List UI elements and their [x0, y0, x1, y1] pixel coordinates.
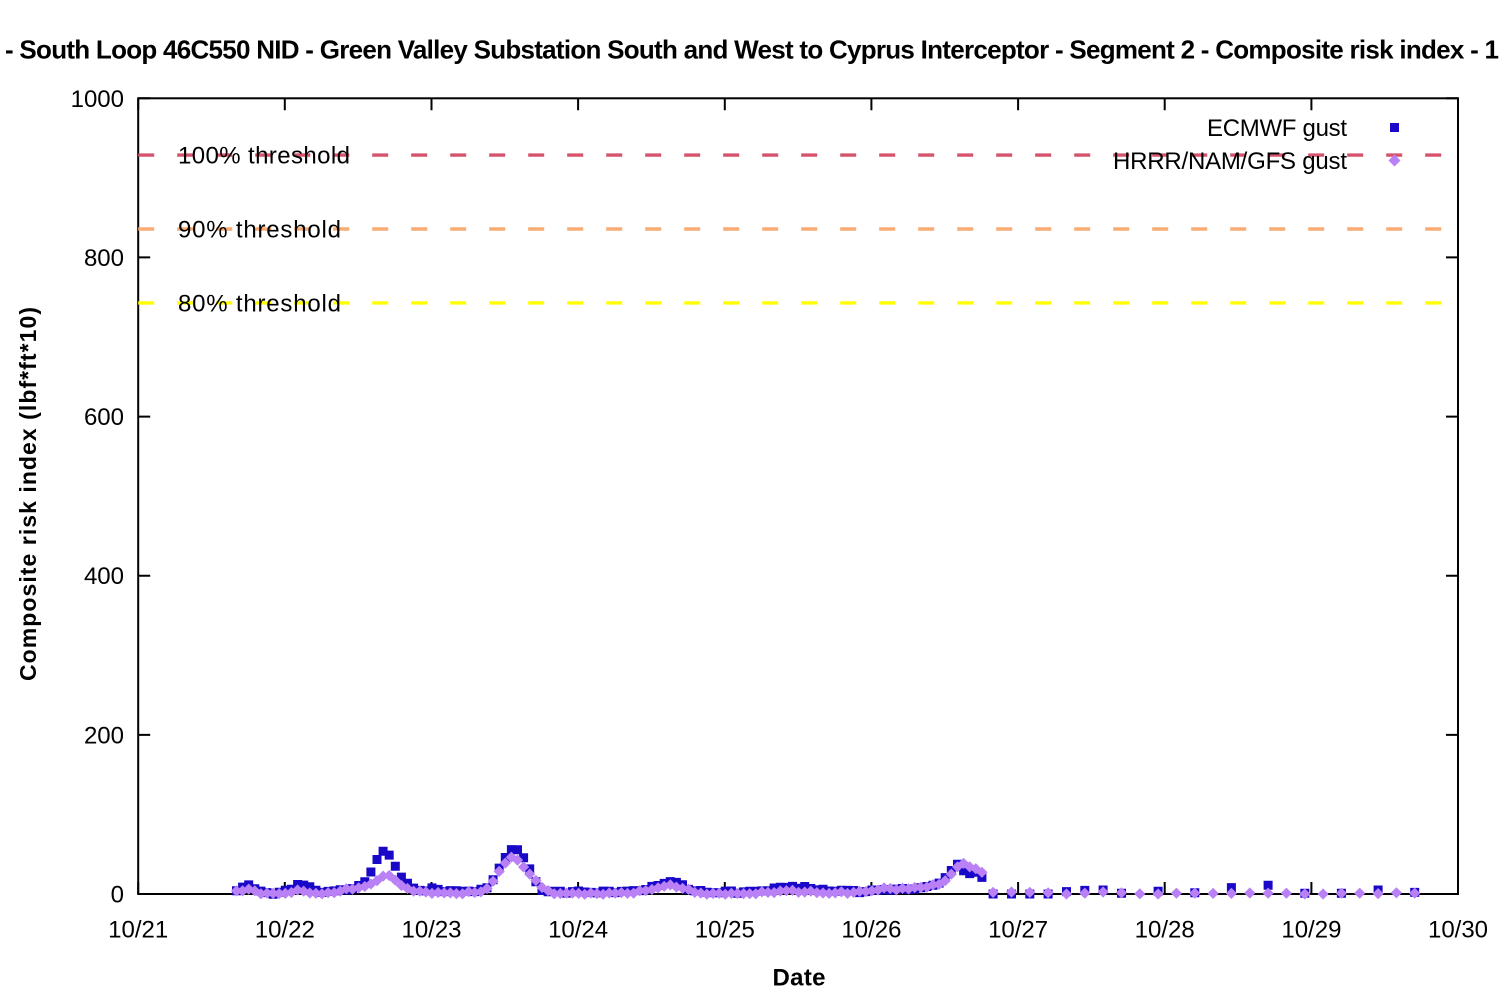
svg-text:90% threshold: 90% threshold [178, 217, 341, 244]
svg-text:Composite risk index (lbf*ft*1: Composite risk index (lbf*ft*10) [15, 307, 41, 681]
svg-text:10/29: 10/29 [1281, 917, 1341, 944]
svg-text:10/26: 10/26 [841, 917, 901, 944]
svg-text:HRRR/NAM/GFS gust: HRRR/NAM/GFS gust [1113, 148, 1347, 175]
svg-text:10/30: 10/30 [1428, 917, 1488, 944]
svg-text:800: 800 [84, 245, 124, 272]
svg-text:Date: Date [773, 965, 826, 992]
svg-text:400: 400 [84, 563, 124, 590]
svg-text:100% threshold: 100% threshold [178, 143, 350, 170]
svg-text:10/24: 10/24 [548, 917, 608, 944]
svg-text:10/22: 10/22 [255, 917, 315, 944]
svg-text:0: 0 [111, 882, 124, 909]
svg-text:10/28: 10/28 [1135, 917, 1195, 944]
svg-text:80% threshold: 80% threshold [178, 290, 341, 317]
svg-text:10/21: 10/21 [108, 917, 168, 944]
svg-text:10/23: 10/23 [401, 917, 461, 944]
svg-text:10/25: 10/25 [695, 917, 755, 944]
svg-text:ECMWF gust: ECMWF gust [1207, 115, 1347, 142]
svg-text:200: 200 [84, 722, 124, 749]
svg-text:600: 600 [84, 404, 124, 431]
svg-text:- South Loop 46C550 NID - Gree: - South Loop 46C550 NID - Green Valley S… [5, 35, 1499, 65]
svg-text:10/27: 10/27 [988, 917, 1048, 944]
svg-text:1000: 1000 [71, 86, 124, 113]
